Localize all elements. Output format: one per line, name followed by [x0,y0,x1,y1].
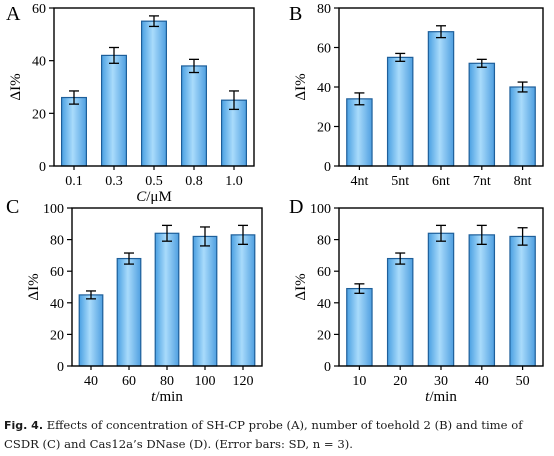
x-tick-label: 8nt [514,174,532,189]
bar [346,287,373,367]
bar [427,232,455,367]
y-tick-label: 20 [50,328,64,343]
caption-label: Fig. 4. [4,419,43,432]
y-tick-label: 0 [324,360,331,375]
bar [509,86,536,167]
y-tick-label: 40 [317,81,331,96]
bar [154,232,180,367]
y-axis-label: ΔI% [293,273,309,300]
panel-letter: B [289,3,302,25]
x-tick-label: 40 [84,374,98,389]
plot-frame [338,7,544,167]
caption-text: Effects of concentration of SH-CP probe … [4,418,523,451]
x-axis-label: t/min [425,389,457,405]
bar [192,235,218,367]
plot-frame [338,207,544,367]
plot-frame [53,7,255,167]
plot-frame [71,207,263,367]
bar [346,98,373,167]
panel-letter: C [6,196,19,218]
figure-4: A 0.1 0.3 0.5 0.8 1.0 0 20 40 60 ΔI% C/μM B 4nt 5nt 6nt… [6,2,544,405]
y-tick-label: 40 [50,297,64,312]
bar [427,31,455,167]
panel-b: B 4nt 5nt 6nt 7nt 8nt 0 20 40 60 80 ΔI% [289,2,544,189]
x-axis-label: C/μM [136,189,172,205]
y-tick-label: 0 [324,160,331,175]
x-tick-label: 0.8 [185,174,203,189]
y-axis-label: ΔI% [293,73,309,100]
bar [386,56,414,167]
panel-d: D 10 20 30 40 50 0 20 40 60 80 100 ΔI% t/min [289,196,544,405]
y-tick-label: 60 [317,42,331,57]
x-tick-label: 4nt [350,174,368,189]
x-tick-label: 7nt [473,174,491,189]
x-axis-label: t/min [151,389,183,405]
y-tick-label: 40 [32,55,46,70]
x-tick-label: 1.0 [225,174,243,189]
x-tick-label: 5nt [391,174,409,189]
y-tick-label: 20 [32,107,46,122]
x-tick-label: 80 [160,374,174,389]
panel-letter: A [6,3,21,25]
bar [468,234,496,367]
y-tick-label: 60 [317,265,331,280]
y-tick-label: 80 [50,234,64,249]
x-tick-label: 40 [475,374,489,389]
y-tick-label: 60 [50,265,64,280]
x-tick-label: 50 [516,374,530,389]
bar [221,99,248,167]
y-tick-label: 100 [310,202,331,217]
bar [141,20,168,167]
x-tick-label: 100 [195,374,216,389]
y-axis-label: ΔI% [8,73,24,100]
y-tick-label: 40 [317,297,331,312]
y-tick-label: 100 [43,202,64,217]
y-tick-label: 80 [317,2,331,17]
bar [116,257,142,367]
y-tick-label: 80 [317,234,331,249]
bar [78,294,104,367]
panel-a: A 0.1 0.3 0.5 0.8 1.0 0 20 40 60 ΔI% C/μM [6,2,255,205]
y-tick-label: 0 [57,360,64,375]
bar [386,257,414,367]
y-tick-label: 0 [39,160,46,175]
x-tick-label: 0.3 [105,174,123,189]
x-tick-label: 60 [122,374,136,389]
bar [468,62,496,167]
x-tick-label: 0.1 [65,174,83,189]
x-tick-label: 0.5 [145,174,163,189]
y-axis-label: ΔI% [26,273,42,300]
y-tick-label: 60 [32,2,46,17]
bar [60,96,87,167]
bar [230,234,256,367]
x-tick-label: 30 [434,374,448,389]
x-tick-label: 10 [352,374,366,389]
y-tick-label: 20 [317,121,331,136]
y-tick-label: 20 [317,328,331,343]
bar [509,235,536,367]
x-tick-label: 6nt [432,174,450,189]
panel-letter: D [289,196,303,218]
panel-c: C 40 60 80 100 120 0 20 40 60 80 100 ΔI% t/min [6,196,263,405]
x-tick-label: 20 [393,374,407,389]
bar [100,54,127,167]
figure-caption: Fig. 4. Effects of concentration of SH-C… [4,416,550,454]
x-tick-label: 120 [233,374,254,389]
bar [181,65,208,167]
